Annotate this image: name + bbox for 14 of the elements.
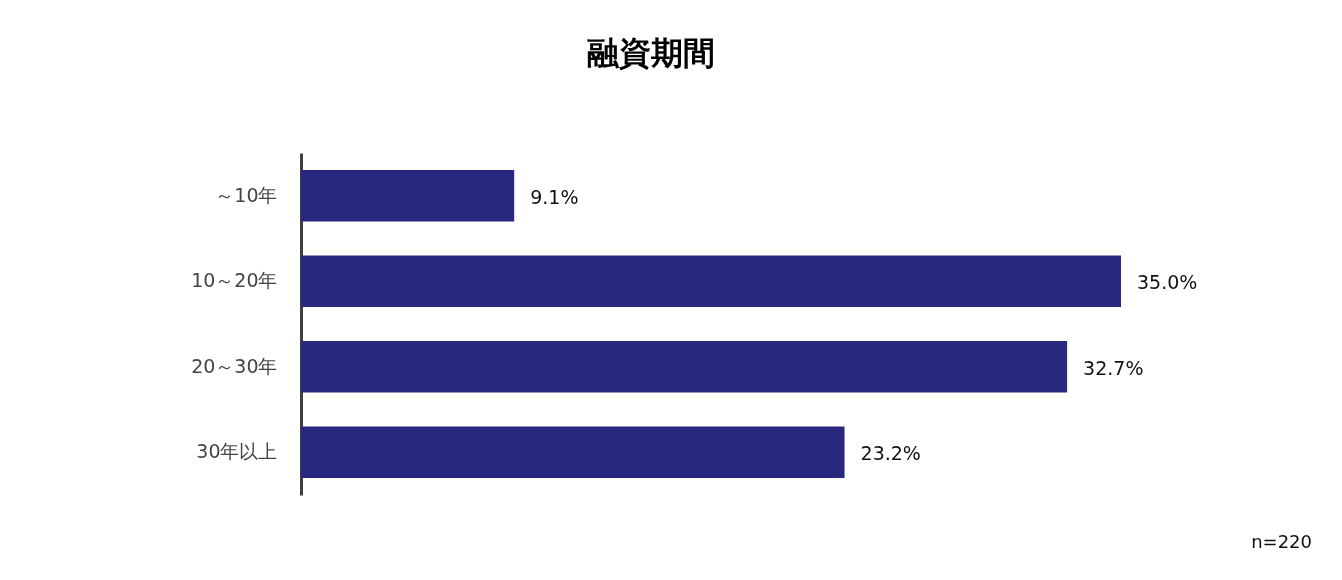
- bar: [301, 426, 845, 478]
- data-label: 23.2%: [860, 442, 921, 465]
- bar: [301, 341, 1068, 393]
- y-tick-label: 10～20年: [191, 269, 278, 292]
- bar: [301, 170, 515, 222]
- bar: [301, 255, 1121, 307]
- y-tick-label: 30年以上: [196, 440, 278, 463]
- y-tick-label: 20～30年: [191, 354, 278, 377]
- data-label: 9.1%: [530, 185, 579, 208]
- data-label: 32.7%: [1083, 356, 1144, 379]
- data-label: 35.0%: [1137, 271, 1198, 294]
- y-tick-label: ～10年: [215, 183, 278, 206]
- chart-title: 融資期間: [587, 34, 715, 72]
- text: n=220: [1251, 531, 1312, 552]
